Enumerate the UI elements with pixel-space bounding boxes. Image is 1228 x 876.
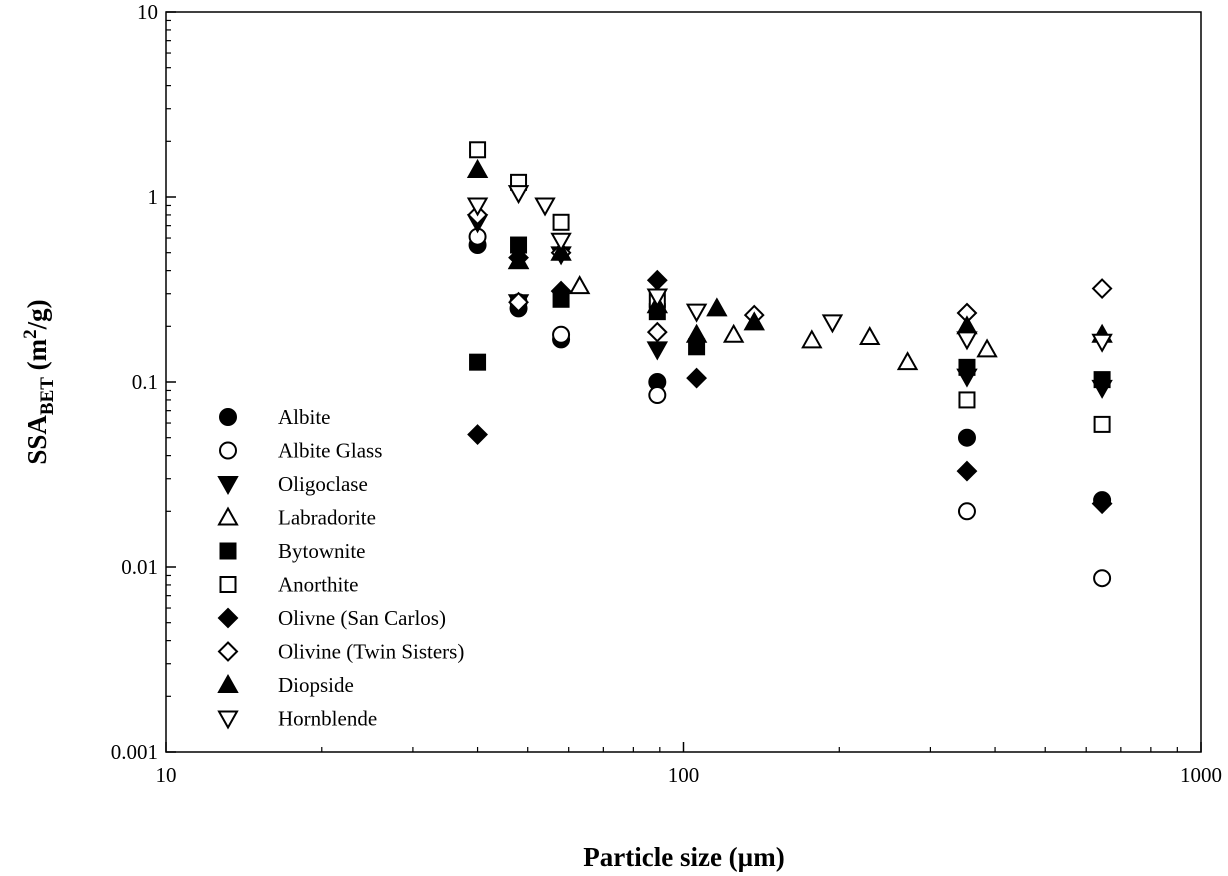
data-point (646, 321, 668, 343)
data-point (1091, 493, 1113, 515)
legend-label: Bytownite (278, 539, 366, 563)
x-tick-label: 1000 (1180, 763, 1222, 787)
data-point (550, 280, 572, 302)
data-point (976, 338, 998, 358)
data-point (1093, 415, 1111, 433)
data-point (469, 353, 487, 371)
legend-marker (217, 607, 239, 629)
data-point (648, 386, 667, 405)
legend-marker (219, 408, 237, 426)
x-tick-label: 10 (156, 763, 177, 787)
data-point (466, 158, 489, 178)
data-point (685, 323, 708, 343)
legend-label: Anorthite (278, 573, 358, 597)
data-point (956, 460, 978, 482)
legend-item: Anorthite (219, 573, 358, 597)
legend-item: Oligoclase (217, 472, 368, 496)
legend-marker (219, 441, 237, 460)
legend-item: Albite (219, 405, 331, 429)
series-diopside (466, 158, 1113, 343)
data-point (957, 428, 976, 447)
legend-marker (217, 641, 239, 662)
data-point (568, 275, 591, 295)
data-point (956, 315, 978, 335)
legend-item: Olivne (San Carlos) (217, 606, 446, 630)
y-axis-label: SSABET (m2/g) (20, 299, 58, 464)
legend-label: Olivne (San Carlos) (278, 606, 446, 630)
data-point (469, 141, 487, 159)
series-albite-glass (468, 227, 1112, 588)
legend-item: Labradorite (217, 506, 376, 530)
data-point (646, 341, 669, 361)
legend-label: Albite (278, 405, 331, 429)
y-tick-label: 1 (148, 185, 159, 209)
series-anorthite (469, 141, 1111, 433)
data-point (686, 367, 708, 389)
data-point (508, 291, 529, 313)
data-point (467, 424, 488, 445)
legend-item: Albite Glass (219, 439, 382, 463)
legend-item: Olivine (Twin Sisters) (217, 640, 464, 664)
legend-marker (217, 476, 239, 496)
x-axis-label: Particle size (µm) (583, 842, 784, 872)
legend-item: Bytownite (219, 539, 366, 563)
legend-marker (217, 506, 239, 526)
data-point (646, 269, 668, 291)
legend-label: Olivine (Twin Sisters) (278, 640, 464, 664)
data-point (1091, 333, 1113, 353)
legend-label: Albite Glass (278, 439, 382, 463)
y-tick-label: 10 (137, 0, 158, 24)
legend-marker (217, 673, 239, 693)
data-point (821, 314, 844, 334)
data-point (534, 197, 556, 217)
data-point (801, 329, 823, 349)
data-point (957, 502, 976, 521)
data-point (958, 391, 976, 409)
data-point (1093, 371, 1111, 389)
series-olivne-san-carlos (467, 247, 1113, 515)
data-point (507, 250, 530, 270)
legend-label: Hornblende (278, 707, 377, 731)
data-point (956, 331, 978, 351)
x-tick-label: 100 (668, 763, 700, 787)
data-point (466, 197, 489, 217)
data-point (550, 232, 572, 252)
y-tick-label: 0.1 (132, 370, 158, 394)
data-point (958, 358, 976, 376)
legend-marker (217, 710, 239, 730)
data-points (466, 141, 1113, 588)
legend: Albite Albite Glass Oligoclase Labradorite B… (217, 405, 464, 731)
data-point (859, 325, 881, 346)
data-point (552, 213, 570, 231)
legend-marker (219, 576, 237, 593)
series-bytownite (469, 236, 1111, 389)
data-point (1093, 569, 1112, 588)
legend-item: Hornblende (217, 707, 377, 731)
data-point (552, 325, 571, 344)
legend-item: Diopside (217, 673, 354, 697)
series-albite (468, 236, 1112, 510)
data-point (743, 311, 765, 331)
legend-label: Diopside (278, 673, 354, 697)
legend-label: Oligoclase (278, 472, 368, 496)
y-tick-label: 0.01 (121, 555, 158, 579)
data-point (507, 185, 530, 205)
data-point (1091, 278, 1113, 299)
y-tick-label: 0.001 (111, 740, 158, 764)
series-hornblende (466, 185, 1113, 353)
legend-marker (219, 542, 237, 560)
legend-label: Labradorite (278, 506, 376, 530)
axes: 10 100 1000 0.001 0.01 0.1 1 10 (111, 0, 1222, 787)
data-point (685, 303, 708, 323)
data-point (722, 323, 745, 343)
data-point (646, 288, 669, 308)
data-point (706, 297, 728, 317)
data-point (896, 351, 919, 371)
